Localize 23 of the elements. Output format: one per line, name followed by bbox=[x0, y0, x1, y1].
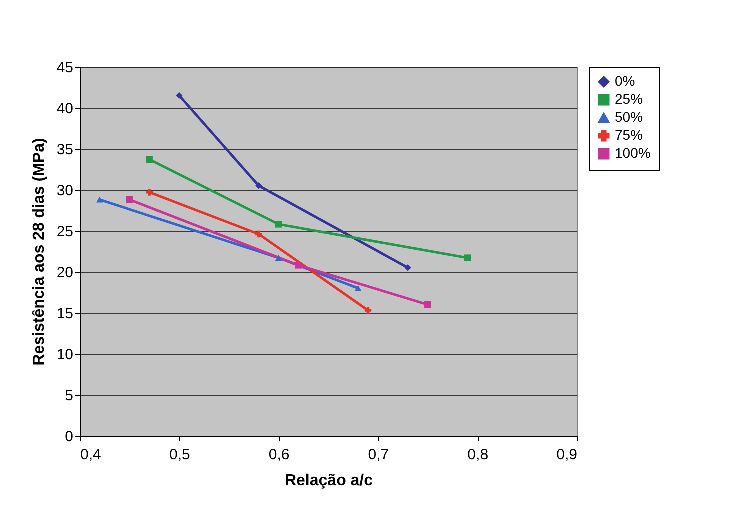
legend-label: 100% bbox=[615, 145, 651, 161]
x-tick-label: 0,9 bbox=[556, 446, 578, 464]
y-axis-title: Resistência aos 28 dias (MPa) bbox=[30, 138, 48, 366]
legend-label: 50% bbox=[615, 109, 644, 125]
y-tick-label: 35 bbox=[56, 142, 74, 158]
x-axis-title: Relação a/c bbox=[284, 472, 374, 490]
x-tick-label: 0,8 bbox=[468, 446, 489, 464]
legend-label: 25% bbox=[615, 91, 644, 107]
y-tick-label: 25 bbox=[56, 224, 74, 240]
legend-label: 0% bbox=[615, 73, 636, 89]
y-tick-label: 0 bbox=[65, 428, 74, 446]
y-tick-label: 15 bbox=[56, 306, 74, 322]
y-tick-label: 5 bbox=[65, 388, 74, 404]
y-tick-label: 20 bbox=[56, 264, 74, 282]
y-tick-label: 10 bbox=[56, 346, 74, 364]
y-tick-label: 40 bbox=[56, 100, 74, 118]
y-tick-label: 45 bbox=[56, 60, 74, 76]
y-tick-label: 30 bbox=[56, 182, 74, 200]
legend-label: 75% bbox=[615, 127, 644, 143]
x-tick-label: 0,6 bbox=[268, 446, 290, 464]
x-tick-label: 0,7 bbox=[368, 446, 390, 464]
x-tick-label: 0,4 bbox=[80, 446, 102, 464]
x-tick-label: 0,5 bbox=[169, 446, 190, 464]
